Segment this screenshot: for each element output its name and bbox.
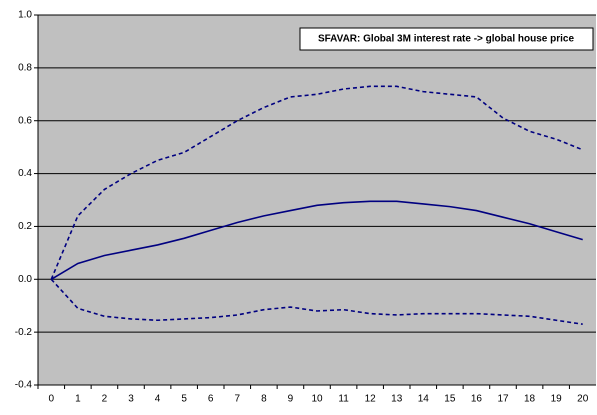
x-tick-label: 15 [444, 394, 456, 405]
x-tick-label: 20 [577, 394, 589, 405]
title-box [299, 27, 594, 51]
x-tick-label: 11 [338, 394, 349, 405]
series-line [50, 85, 584, 280]
x-tick-label: 17 [497, 394, 509, 405]
y-tick-label: -0.2 [15, 327, 33, 338]
x-tick-label: 14 [418, 394, 430, 405]
x-tick-label: 9 [288, 394, 294, 405]
series-line [50, 278, 583, 326]
x-tick-label: 3 [128, 394, 134, 405]
plot-area [38, 15, 596, 385]
y-tick-label: 0.2 [18, 221, 32, 232]
y-tick-label: 0.6 [18, 115, 32, 126]
y-tick-label: 0.0 [18, 274, 32, 285]
x-tick-label: 5 [181, 394, 187, 405]
x-tick-label: 7 [235, 394, 241, 405]
series-line [50, 200, 583, 280]
x-tick-label: 8 [261, 394, 267, 405]
y-tick-label: 0.4 [18, 168, 32, 179]
y-tick-label: 1.0 [18, 10, 32, 21]
x-tick-label: 1 [75, 394, 81, 405]
x-tick-label: 4 [155, 394, 161, 405]
x-tick-label: 18 [524, 394, 536, 405]
x-tick-label: 12 [365, 394, 377, 405]
x-tick-label: 10 [311, 394, 323, 405]
x-tick-label: 19 [551, 394, 563, 405]
x-tick-label: 2 [102, 394, 108, 405]
y-tick-label: -0.4 [15, 380, 33, 391]
x-tick-label: 13 [391, 394, 403, 405]
x-tick-label: 6 [208, 394, 214, 405]
x-tick-label: 16 [471, 394, 483, 405]
chart-title: SFAVAR: Global 3M interest rate -> globa… [318, 34, 575, 45]
y-tick-label: 0.8 [18, 62, 32, 73]
x-tick-label: 0 [49, 394, 55, 405]
